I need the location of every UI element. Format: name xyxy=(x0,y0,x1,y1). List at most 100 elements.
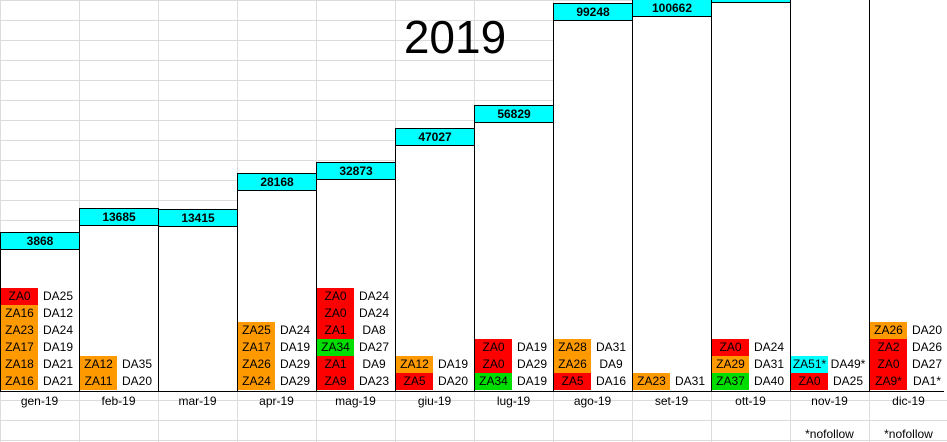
za-badge: ZA29 xyxy=(712,356,749,373)
month-label: ago-19 xyxy=(573,394,612,408)
da-value: DA31 xyxy=(753,357,785,371)
za-badge: ZA16 xyxy=(1,373,38,390)
da-value: DA21 xyxy=(42,357,74,371)
da-value: DA19 xyxy=(437,357,469,371)
month-label: nov-19 xyxy=(811,394,848,408)
za-badge: ZA1 xyxy=(317,322,354,339)
month-label: giu-19 xyxy=(417,394,452,408)
za-badge: ZA16 xyxy=(1,305,38,322)
da-value: DA9 xyxy=(362,357,386,371)
da-value: DA35 xyxy=(121,357,153,371)
za-badge: ZA0 xyxy=(712,339,749,356)
za-badge: ZA12 xyxy=(80,356,117,373)
za-badge: ZA12 xyxy=(396,356,433,373)
da-value: DA9 xyxy=(599,357,623,371)
za-badge: ZA51* xyxy=(791,356,828,373)
da-value: DA29 xyxy=(279,374,311,388)
za-badge: ZA5 xyxy=(554,373,591,390)
da-value: DA8 xyxy=(362,323,386,337)
total-value-label: 47027 xyxy=(395,128,475,146)
za-badge: ZA0 xyxy=(317,288,354,305)
da-value: DA21 xyxy=(42,374,74,388)
da-value: DA23 xyxy=(358,374,390,388)
da-value: DA24 xyxy=(279,323,311,337)
month-column xyxy=(395,130,475,391)
za-badge: ZA26 xyxy=(870,322,907,339)
month-label: mar-19 xyxy=(178,394,217,408)
da-value: DA19 xyxy=(42,340,74,354)
za-badge: ZA18 xyxy=(1,356,38,373)
da-value: DA31 xyxy=(674,374,706,388)
za-badge: ZA25 xyxy=(238,322,275,339)
da-value: DA29 xyxy=(516,357,548,371)
da-value: DA1* xyxy=(912,374,941,388)
za-badge: ZA0 xyxy=(1,288,38,305)
month-label: apr-19 xyxy=(259,394,294,408)
total-value-label: 3868 xyxy=(0,232,80,250)
za-badge: ZA1 xyxy=(317,356,354,373)
da-value: DA19 xyxy=(516,374,548,388)
da-value: DA25 xyxy=(42,289,74,303)
da-value: DA27 xyxy=(911,357,943,371)
total-value-label: 28168 xyxy=(237,173,317,191)
total-value-label: 13685 xyxy=(79,208,159,226)
footnote: *nofollow xyxy=(805,427,854,441)
month-label: ott-19 xyxy=(735,394,766,408)
total-value-label: 106489 xyxy=(711,0,791,3)
da-value: DA24 xyxy=(358,306,390,320)
za-badge: ZA24 xyxy=(238,373,275,390)
footnote: *nofollow xyxy=(884,427,933,441)
za-badge: ZA0 xyxy=(870,356,907,373)
da-value: DA20 xyxy=(437,374,469,388)
za-badge: ZA37 xyxy=(712,373,749,390)
chart-baseline xyxy=(0,391,944,392)
month-label: feb-19 xyxy=(101,394,136,408)
za-badge: ZA23 xyxy=(633,373,670,390)
za-badge: ZA9 xyxy=(317,373,354,390)
za-badge: ZA34 xyxy=(475,373,512,390)
da-value: DA40 xyxy=(753,374,785,388)
month-column xyxy=(553,5,633,391)
za-badge: ZA26 xyxy=(554,356,591,373)
za-badge: ZA26 xyxy=(238,356,275,373)
za-badge: ZA0 xyxy=(317,305,354,322)
da-value: DA24 xyxy=(358,289,390,303)
total-value-label: 32873 xyxy=(316,162,396,180)
za-badge: ZA0 xyxy=(791,373,828,390)
da-value: DA16 xyxy=(595,374,627,388)
da-value: DA24 xyxy=(753,340,785,354)
total-value-label: 99248 xyxy=(553,3,633,21)
za-badge: ZA5 xyxy=(396,373,433,390)
chart-title: 2019 xyxy=(403,11,507,63)
da-value: DA27 xyxy=(358,340,390,354)
da-value: DA29 xyxy=(279,357,311,371)
da-value: DA20 xyxy=(121,374,153,388)
month-column xyxy=(711,0,791,391)
za-badge: ZA2 xyxy=(870,339,907,356)
da-value: DA19 xyxy=(279,340,311,354)
month-label: gen-19 xyxy=(20,394,59,408)
za-badge: ZA17 xyxy=(238,339,275,356)
da-value: DA19 xyxy=(516,340,548,354)
month-label: dic-19 xyxy=(892,394,925,408)
da-value: DA20 xyxy=(911,323,943,337)
za-badge: ZA0 xyxy=(475,356,512,373)
da-value: DA24 xyxy=(42,323,74,337)
za-badge: ZA11 xyxy=(80,373,117,390)
month-column xyxy=(790,0,870,391)
total-value-label: 13415 xyxy=(158,209,238,227)
month-label: set-19 xyxy=(654,394,689,408)
total-value-label: 100662 xyxy=(632,0,712,17)
month-column xyxy=(158,211,238,391)
month-label: lug-19 xyxy=(496,394,531,408)
za-badge: ZA34 xyxy=(317,339,354,356)
da-value: DA25 xyxy=(832,374,864,388)
month-label: mag-19 xyxy=(335,394,376,408)
za-badge: ZA28 xyxy=(554,339,591,356)
za-badge: ZA9* xyxy=(870,373,907,390)
da-value: DA49* xyxy=(830,357,866,371)
za-badge: ZA0 xyxy=(475,339,512,356)
da-value: DA31 xyxy=(595,340,627,354)
za-badge: ZA17 xyxy=(1,339,38,356)
month-column xyxy=(632,1,712,391)
